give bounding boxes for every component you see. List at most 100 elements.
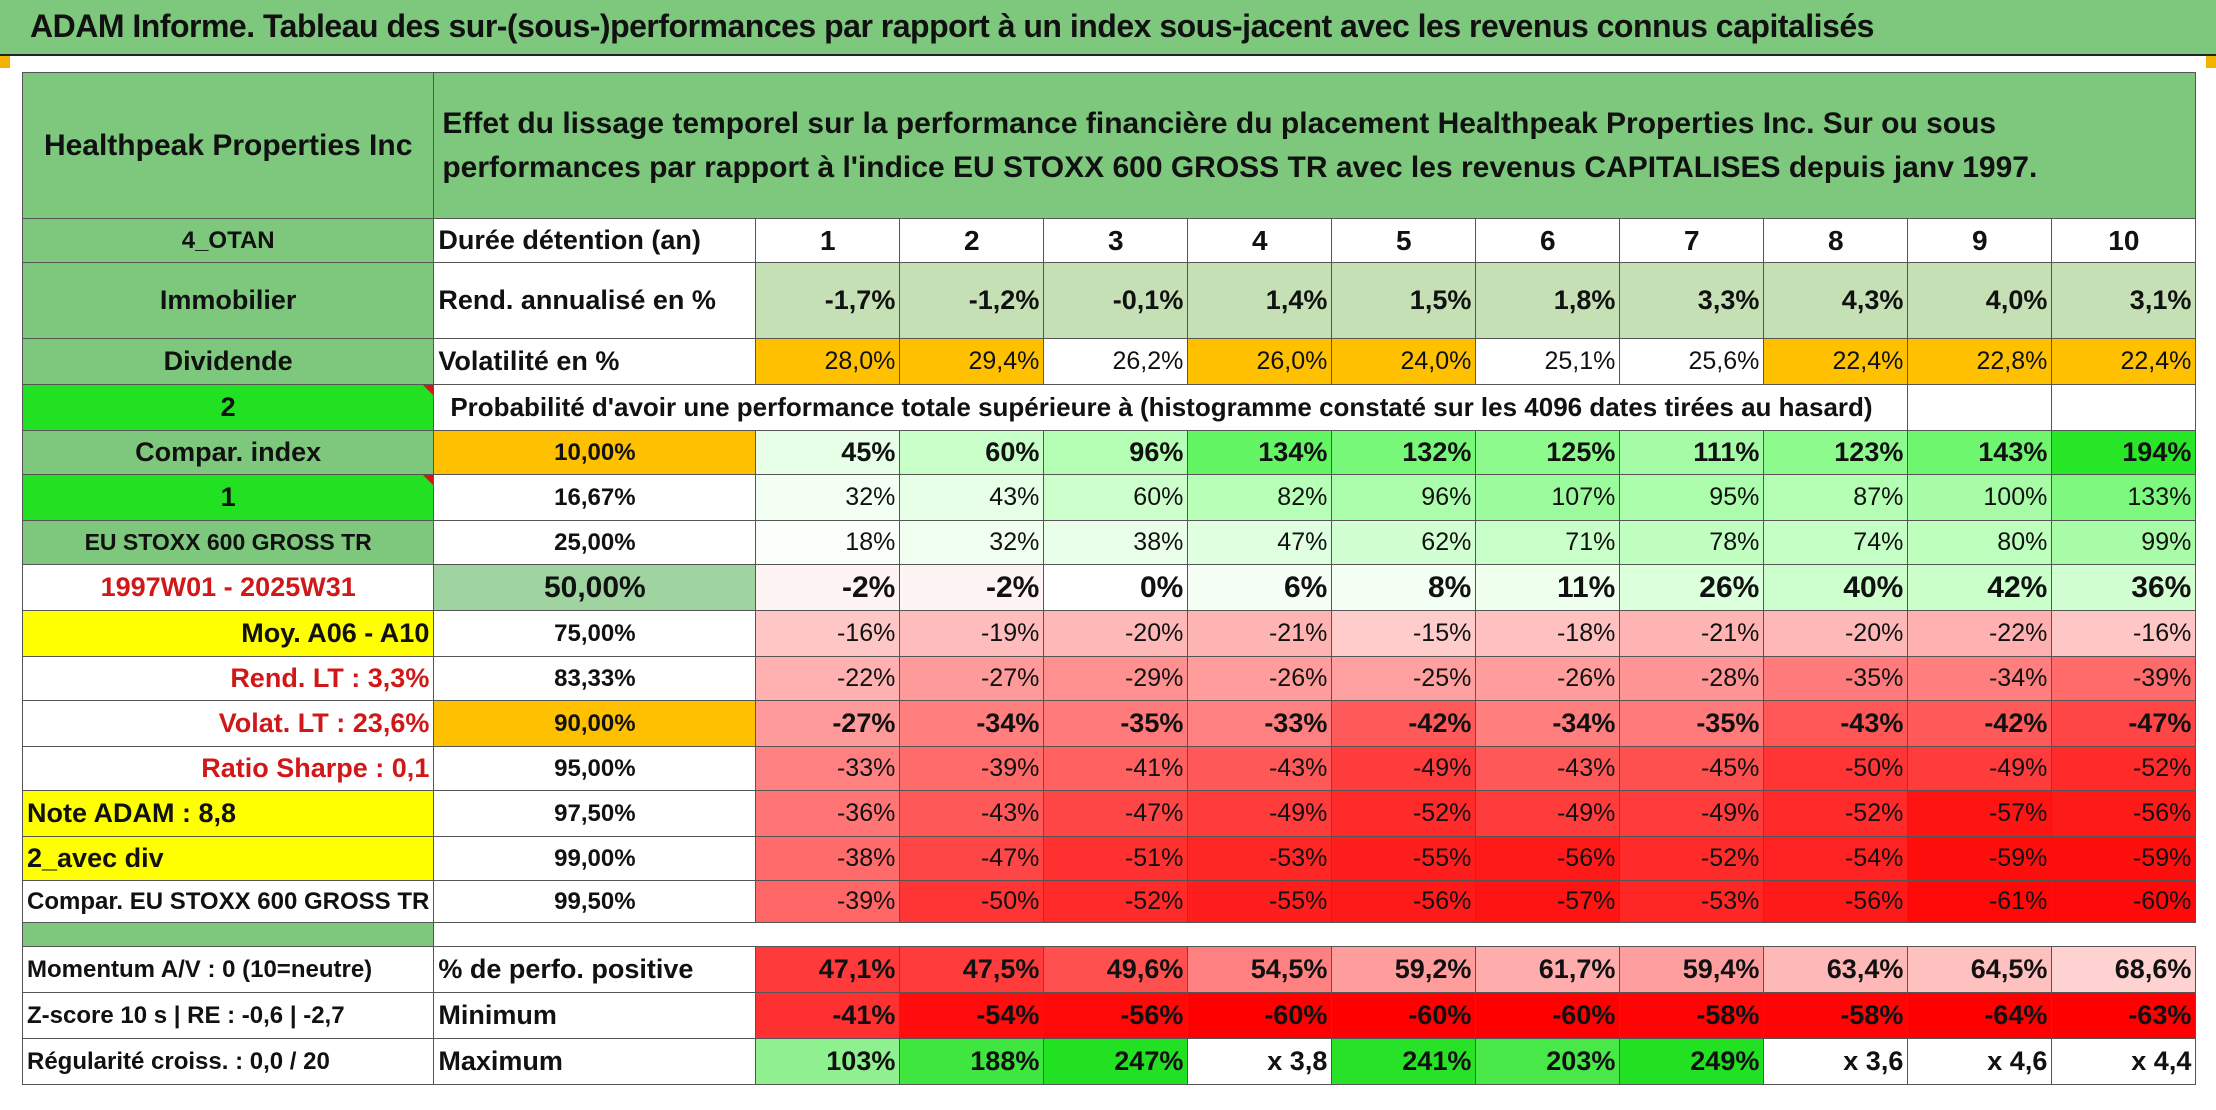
percentile-value: 40% [1763,564,1909,611]
percentile-value: -56% [1763,880,1909,923]
percentile-value: -49% [1907,746,2053,791]
percentile-value: 134% [1187,430,1333,475]
vol-value: 22,8% [1907,338,2053,385]
rend-row: Immobilier Rend. annualisé en % -1,7% -1… [21,262,2197,339]
percentile-threshold: 10,00% [433,430,757,475]
index-name-label: EU STOXX 600 GROSS TR [21,520,435,565]
minimum-value: -60% [1331,992,1477,1039]
rend-lt-label: Rend. LT : 3,3% [21,656,435,701]
rend-value: -1,2% [899,262,1045,339]
percentile-value: -19% [899,610,1045,657]
percentile-value: -20% [1043,610,1189,657]
year-header: 4 [1187,218,1333,263]
percentile-threshold: 90,00% [433,700,757,747]
percentile-value: -43% [1763,700,1909,747]
company-name: Healthpeak Properties Inc [21,72,435,219]
percentile-value: -52% [1043,880,1189,923]
percentile-value: 87% [1763,474,1909,521]
volat-lt-label: Volat. LT : 23,6% [21,700,435,747]
positive-value: 54,5% [1187,946,1333,993]
percentile-value: -52% [1619,836,1765,881]
percentile-value: -38% [755,836,901,881]
percentile-row: Ratio Sharpe : 0,1 95,00% -33% -39% -41% -43%… [21,746,2197,791]
percentile-value: 60% [899,430,1045,475]
percentile-value: 32% [899,520,1045,565]
percentile-value: -61% [1907,880,2053,923]
compar-index-label: Compar. index [21,430,435,475]
percentile-value: -45% [1619,746,1765,791]
percentile-value: -60% [2051,880,2197,923]
vol-value: 25,1% [1475,338,1621,385]
percentile-value: 60% [1043,474,1189,521]
percentile-value: -28% [1619,656,1765,701]
percentile-value: 78% [1619,520,1765,565]
maximum-value: 241% [1331,1038,1477,1085]
percentile-row: EU STOXX 600 GROSS TR 25,00% 18% 32% 38% 47% 6… [21,520,2197,565]
positive-value: 61,7% [1475,946,1621,993]
param-cell-1[interactable]: 1 [21,474,435,521]
percentile-value: 45% [755,430,901,475]
percentile-value: -52% [2051,746,2197,791]
vol-label: Volatilité en % [433,338,757,385]
percentile-value: -50% [1763,746,1909,791]
page-title: ADAM Informe. Tableau des sur-(sous-)per… [30,8,1874,44]
empty-cell [2051,384,2197,431]
minimum-value: -54% [899,992,1045,1039]
otan-label: 4_OTAN [21,218,435,263]
rend-value: -0,1% [1043,262,1189,339]
percentile-value: 74% [1763,520,1909,565]
percentile-value: 6% [1187,564,1333,611]
percentile-value: -47% [899,836,1045,881]
percentile-value: -39% [2051,656,2197,701]
param-cell-2[interactable]: 2 [21,384,435,431]
momentum-label: Momentum A/V : 0 (10=neutre) [21,946,435,993]
spacer-row [21,922,2196,947]
rend-value: 4,0% [1907,262,2053,339]
minimum-value: -56% [1043,992,1189,1039]
percentile-value: -43% [899,790,1045,837]
percentile-value: -53% [1619,880,1765,923]
percentile-value: -47% [1043,790,1189,837]
percentile-value: -47% [2051,700,2197,747]
percentile-row: Compar. EU STOXX 600 GROSS TR 99,50% -39% -… [21,880,2197,923]
percentile-value: -34% [1907,656,2053,701]
prob-label: Probabilité d'avoir une performance tota… [433,384,1909,431]
percentile-value: -55% [1187,880,1333,923]
vol-value: 22,4% [1763,338,1909,385]
positive-value: 49,6% [1043,946,1189,993]
percentile-value: 47% [1187,520,1333,565]
minimum-value: -58% [1763,992,1909,1039]
percentile-value: -29% [1043,656,1189,701]
performance-table: Healthpeak Properties Inc Effet du lissa… [21,72,2197,1085]
percentile-value: -39% [755,880,901,923]
minimum-value: -41% [755,992,901,1039]
percentile-value: -27% [899,656,1045,701]
percentile-value: -53% [1187,836,1333,881]
minimum-row: Z-score 10 s | RE : -0,6 | -2,7 Minimum … [21,992,2197,1039]
header-row: Healthpeak Properties Inc Effet du lissa… [21,72,2197,219]
percentile-value: 132% [1331,430,1477,475]
positive-value: 47,5% [899,946,1045,993]
year-header: 8 [1763,218,1909,263]
percentile-value: 82% [1187,474,1333,521]
vol-value: 26,0% [1187,338,1333,385]
percentile-value: 99% [2051,520,2197,565]
percentile-value: 100% [1907,474,2053,521]
percentile-value: -59% [1907,836,2053,881]
percentile-value: 38% [1043,520,1189,565]
rend-value: 1,5% [1331,262,1477,339]
minimum-label: Minimum [433,992,757,1039]
positive-value: 63,4% [1763,946,1909,993]
rend-value: 3,1% [2051,262,2197,339]
percentile-value: -34% [1475,700,1621,747]
percentile-value: -57% [1907,790,2053,837]
percentile-value: 107% [1475,474,1621,521]
percentile-value: -55% [1331,836,1477,881]
maximum-value: 247% [1043,1038,1189,1085]
percentile-value: -2% [755,564,901,611]
percentile-value: -42% [1331,700,1477,747]
percentile-value: -56% [1475,836,1621,881]
percentile-value: -56% [2051,790,2197,837]
percentile-value: -33% [755,746,901,791]
percentile-value: -49% [1187,790,1333,837]
